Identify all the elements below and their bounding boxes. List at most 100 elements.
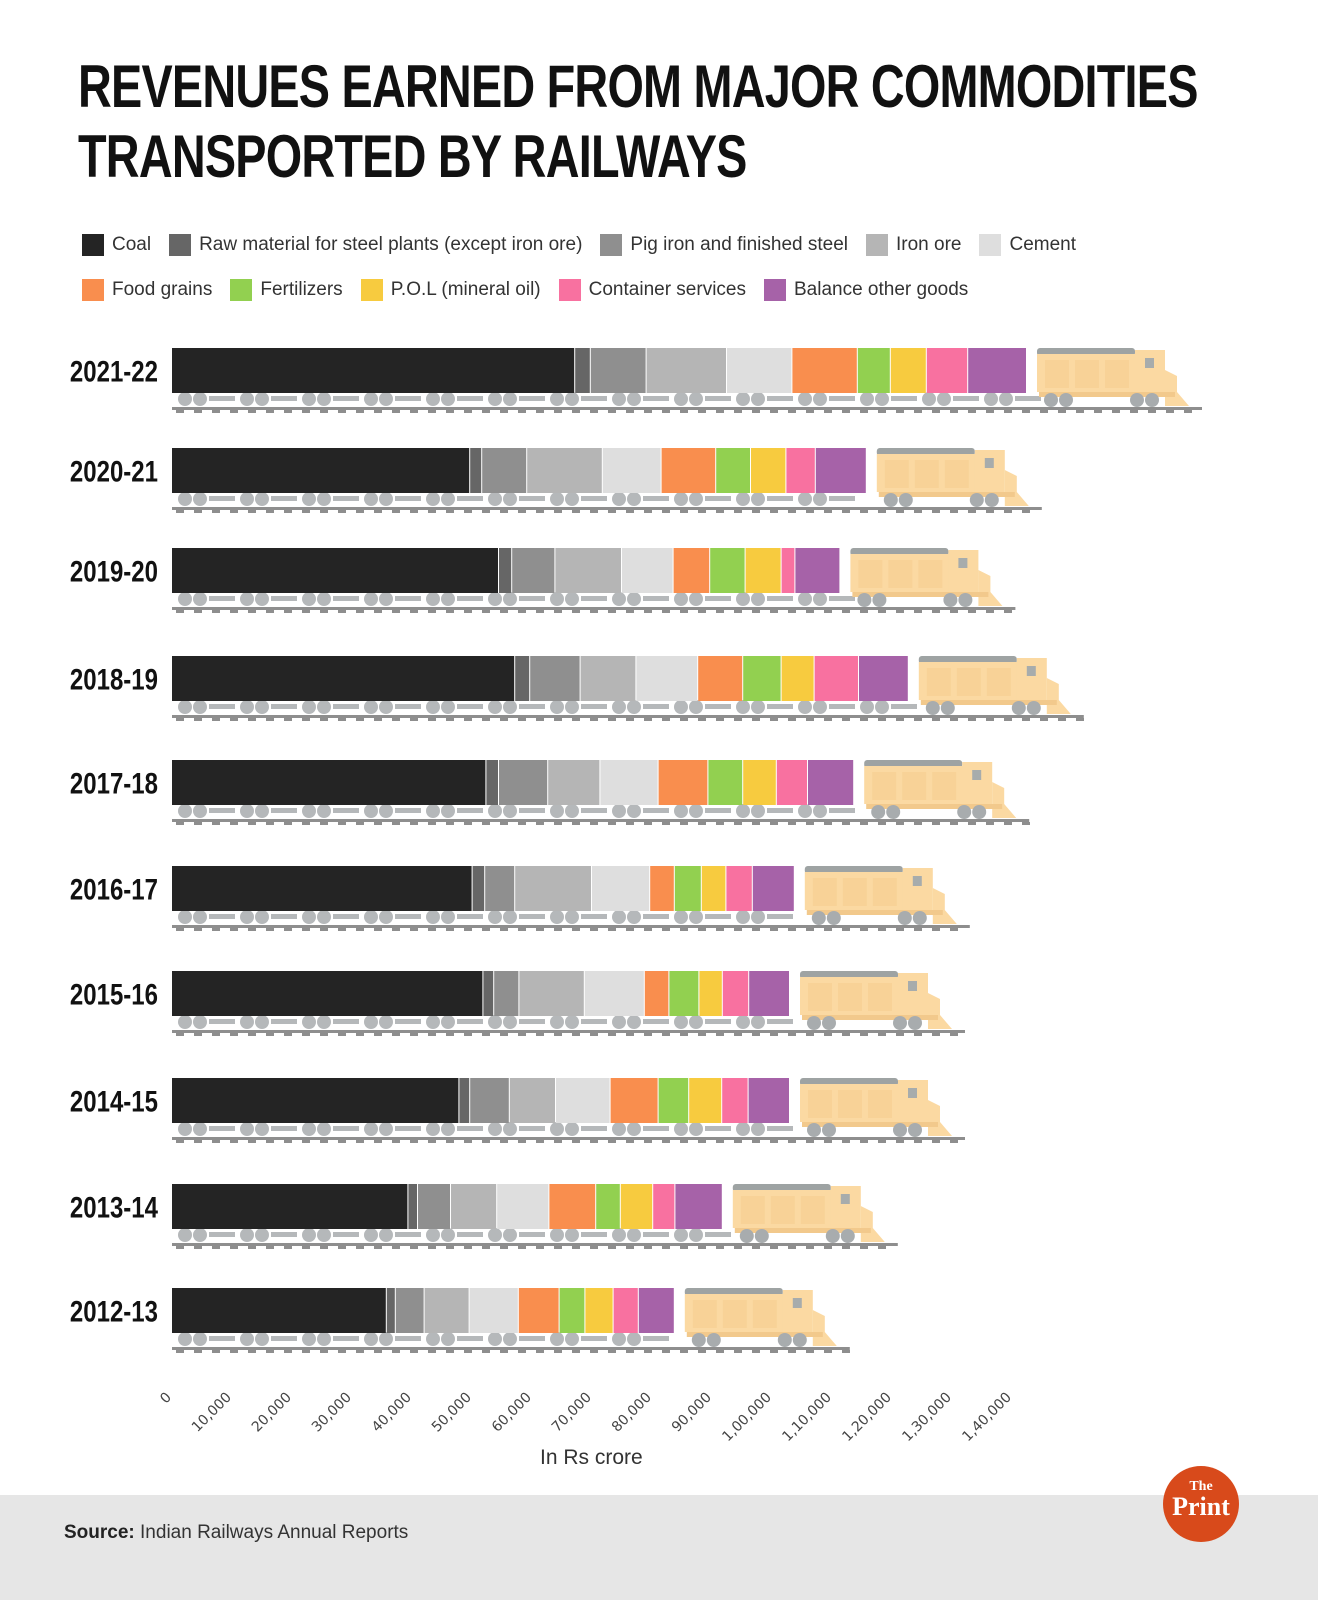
rail-sleeper [716,1246,724,1249]
rail-sleeper [392,718,400,721]
wagon-wheel [317,492,331,506]
rail-sleeper [644,1350,652,1353]
rail-sleeper [644,610,652,613]
wagon-coupler [829,596,855,601]
locomotive-wheel [984,493,999,507]
rail-sleeper [410,610,418,613]
rail-sleeper [806,928,814,931]
rail-sleeper [860,410,868,413]
rail-sleeper [536,1033,544,1036]
rail-sleeper [806,1246,814,1249]
rail-sleeper [806,822,814,825]
bar-segment-p-o-l-mineral-oil [701,866,726,911]
wagon-wheel [240,592,254,606]
wagon-wheel [627,700,641,714]
bar-segment-container-services [781,548,795,593]
wagon-wheel [364,700,378,714]
rail-sleeper [356,510,364,513]
wagon-coupler [395,1336,421,1341]
wagon-wheel [550,1228,564,1242]
category-label: 2019-20 [70,554,158,588]
rail-sleeper [734,610,742,613]
wagon-wheel [364,1015,378,1029]
wagon-wheel [689,392,703,406]
rail-sleeper [284,1033,292,1036]
bar-segment-cement [602,448,661,493]
rail-sleeper [896,928,904,931]
rail-sleeper [1094,410,1102,413]
rail-sleeper [716,1140,724,1143]
locomotive-window [984,458,994,468]
rail-sleeper [698,928,706,931]
locomotive-cab [902,868,933,910]
wagon-wheel [612,1228,626,1242]
legend-swatch [763,278,786,301]
wagon-coupler [705,596,731,601]
rail-sleeper [788,1246,796,1249]
rail-sleeper [536,928,544,931]
locomotive-window [908,981,917,991]
x-axis-label: In Rs crore [540,1446,643,1469]
wagon-wheel [426,804,440,818]
rail-sleeper [788,410,796,413]
rail-sleeper [950,610,958,613]
wagon-wheel [364,1332,378,1346]
logo-print: Print [1172,1492,1230,1521]
rail-sleeper [626,1033,634,1036]
rail-sleeper [176,410,184,413]
rail-sleeper [716,610,724,613]
bar-segment-coal [172,1288,386,1333]
wagon-wheel [550,392,564,406]
wagon-wheel [612,700,626,714]
rail-sleeper [932,410,940,413]
bar-segment-pig-iron-and-finished-steel [470,1078,509,1123]
bar-segment-balance-other-goods [675,1184,722,1229]
wagon-wheel [193,804,207,818]
rail-sleeper [446,510,454,513]
legend-item: Food grains [82,278,212,301]
locomotive-wheel [871,805,886,819]
wagon-wheel [426,700,440,714]
rail-sleeper [968,410,976,413]
bar-segment-p-o-l-mineral-oil [751,448,786,493]
rail-sleeper [572,510,580,513]
locomotive-wheel [792,1333,807,1347]
wagon-wheel [612,910,626,924]
bar-segment-raw-material-for-steel-plants-except-iron-ore [575,348,590,393]
rail-track [172,925,970,928]
wagon-wheel [503,910,517,924]
wagon-wheel [317,700,331,714]
locomotive-panel [722,1300,747,1328]
wagon-wheel [317,592,331,606]
bar-segment-cement [556,1078,610,1123]
legend-label: P.O.L (mineral oil) [390,278,541,300]
rail-sleeper [500,410,508,413]
bar-segment-pig-iron-and-finished-steel [512,548,555,593]
rail-sleeper [554,610,562,613]
wagon-wheel [240,1332,254,1346]
locomotive-wheel [777,1333,792,1347]
rail-sleeper [824,1033,832,1036]
rail-sleeper [752,822,760,825]
rail-sleeper [824,1350,832,1353]
wagon-coupler [581,704,607,709]
wagon-coupler [209,1336,235,1341]
rail-sleeper [356,1246,364,1249]
rail-sleeper [626,510,634,513]
wagon-wheel [627,392,641,406]
rail-sleeper [410,510,418,513]
bar-segment-raw-material-for-steel-plants-except-iron-ore [483,971,494,1016]
bar-segment-raw-material-for-steel-plants-except-iron-ore [408,1184,417,1229]
wagon-wheel [503,1228,517,1242]
locomotive-wheel [972,805,987,819]
rail-sleeper [392,822,400,825]
wagon-wheel [364,492,378,506]
locomotive-wheel [807,1123,821,1137]
locomotive-panel [770,1196,795,1224]
rail-sleeper [770,1350,778,1353]
rail-sleeper [428,510,436,513]
rail-sleeper [878,1246,886,1249]
wagon-wheel [240,392,254,406]
rail-sleeper [266,610,274,613]
rail-sleeper [410,1140,418,1143]
